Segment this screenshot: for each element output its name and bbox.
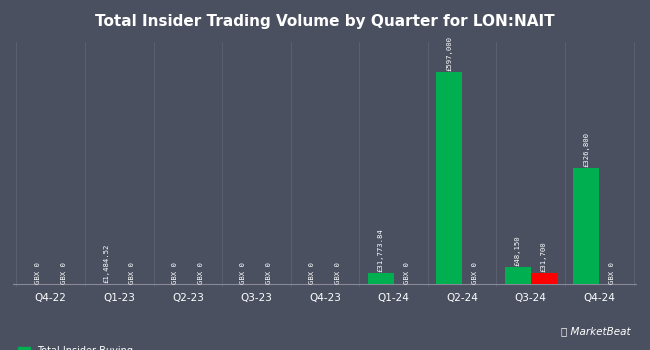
Bar <box>367 273 393 284</box>
Text: GBX 0: GBX 0 <box>266 262 272 284</box>
Text: GBX 0: GBX 0 <box>198 262 204 284</box>
Text: GBX 0: GBX 0 <box>404 262 410 284</box>
Text: GBX 0: GBX 0 <box>172 262 178 284</box>
Text: GBX 0: GBX 0 <box>335 262 341 284</box>
Bar <box>436 71 462 284</box>
Text: GBX 0: GBX 0 <box>472 262 478 284</box>
Legend: Total Insider Buying, Total Insider Selling: Total Insider Buying, Total Insider Sell… <box>18 346 133 350</box>
Text: £31,700: £31,700 <box>541 241 547 272</box>
Bar <box>573 168 599 284</box>
Text: Total Insider Trading Volume by Quarter for LON:NAIT: Total Insider Trading Volume by Quarter … <box>95 14 555 29</box>
Text: £326,800: £326,800 <box>583 132 590 167</box>
Text: £1,484.52: £1,484.52 <box>103 244 109 283</box>
Text: GBX 0: GBX 0 <box>60 262 67 284</box>
Text: £31,773.84: £31,773.84 <box>378 228 384 272</box>
Text: £48,150: £48,150 <box>515 236 521 266</box>
Text: £597,000: £597,000 <box>446 36 452 71</box>
Bar <box>530 273 557 284</box>
Bar <box>504 267 530 284</box>
Text: ⺯ MarketBeat: ⺯ MarketBeat <box>561 326 630 336</box>
Text: GBX 0: GBX 0 <box>129 262 135 284</box>
Text: GBX 0: GBX 0 <box>309 262 315 284</box>
Text: GBX 0: GBX 0 <box>34 262 41 284</box>
Text: GBX 0: GBX 0 <box>240 262 246 284</box>
Text: GBX 0: GBX 0 <box>609 262 616 284</box>
